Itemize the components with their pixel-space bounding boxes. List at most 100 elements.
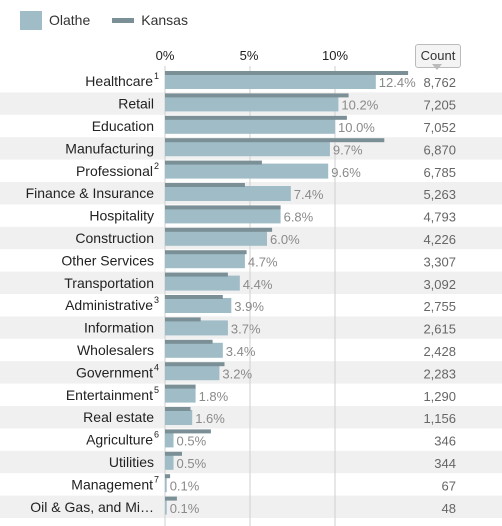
value-label: 3.2%	[222, 366, 252, 381]
olathe-swatch	[20, 10, 42, 30]
row-stripe	[0, 450, 502, 474]
count-value: 48	[442, 501, 456, 516]
value-label: 6.8%	[284, 210, 314, 225]
value-label: 0.5%	[177, 456, 207, 471]
x-tick-label: 5%	[239, 48, 259, 63]
count-value: 3,307	[423, 254, 456, 269]
value-label: 0.1%	[170, 478, 200, 493]
category-label: Agriculture	[86, 432, 153, 448]
count-value: 7,205	[423, 98, 456, 113]
kansas-bar	[165, 362, 225, 367]
value-label: 4.7%	[248, 254, 278, 269]
kansas-bar	[165, 339, 213, 344]
kansas-bar	[165, 474, 171, 479]
olathe-bar	[165, 141, 330, 157]
row-stripe	[0, 495, 502, 518]
count-value: 346	[434, 434, 456, 449]
count-value: 344	[434, 456, 456, 471]
value-label: 1.6%	[195, 411, 225, 426]
row-stripe	[0, 316, 502, 339]
value-label: 12.4%	[379, 75, 416, 90]
category-label: Management	[71, 476, 153, 492]
olathe-bar	[165, 454, 174, 470]
kansas-bar	[165, 71, 409, 75]
category-label: Information	[84, 320, 154, 336]
value-label: 3.9%	[234, 299, 264, 314]
category-label: Construction	[75, 230, 154, 246]
olathe-bar	[165, 342, 223, 358]
kansas-bar	[165, 93, 349, 98]
row-stripe	[0, 271, 502, 294]
kansas-bar	[165, 183, 245, 187]
kansas-swatch	[112, 17, 135, 23]
count-value: 67	[442, 478, 456, 493]
kansas-bar	[165, 115, 347, 120]
kansas-bar	[165, 429, 211, 434]
olathe-bar	[165, 477, 167, 493]
count-value: 2,428	[423, 344, 456, 359]
category-label: Other Services	[61, 252, 154, 268]
category-label: Retail	[118, 96, 154, 112]
kansas-bar	[165, 272, 228, 277]
olathe-bar	[165, 118, 335, 134]
value-label: 4.4%	[243, 277, 273, 292]
count-value: 1,290	[423, 389, 456, 404]
kansas-bar	[165, 384, 196, 389]
category-label: Real estate	[83, 409, 154, 425]
footnote-marker: 4	[154, 362, 159, 372]
count-value: 6,870	[423, 142, 456, 157]
category-label: Education	[92, 118, 154, 134]
kansas-bar	[165, 250, 247, 255]
kansas-bar	[165, 317, 201, 322]
count-value: 5,263	[423, 187, 456, 202]
count-value: 1,156	[423, 411, 456, 426]
olathe-bar	[165, 230, 267, 246]
legend-item-kansas[interactable]: Kansas	[112, 12, 188, 28]
category-label: Healthcare	[85, 73, 153, 89]
kansas-bar	[165, 205, 281, 210]
footnote-marker: 5	[154, 385, 159, 395]
count-column-header[interactable]: Count	[415, 44, 461, 68]
olathe-bar	[165, 298, 232, 313]
legend-label-olathe: Olathe	[49, 12, 91, 28]
category-label: Entertainment	[66, 387, 153, 403]
olathe-bar	[165, 253, 245, 269]
value-label: 10.0%	[338, 120, 375, 135]
value-label: 9.6%	[331, 165, 361, 180]
value-label: 9.7%	[333, 142, 363, 157]
value-label: 3.4%	[226, 344, 256, 359]
value-label: 6.0%	[270, 232, 300, 247]
count-value: 6,785	[423, 165, 456, 180]
category-label: Professional	[76, 163, 153, 179]
category-label: Utilities	[109, 454, 154, 470]
category-label: Transportation	[64, 275, 154, 291]
legend-item-olathe[interactable]: Olathe	[20, 10, 91, 30]
category-label: Hospitality	[89, 208, 154, 224]
value-label: 10.2%	[341, 98, 378, 113]
category-label: Administrative	[65, 297, 153, 313]
count-value: 2,615	[423, 322, 456, 337]
legend-label-kansas: Kansas	[141, 12, 188, 28]
olathe-bar	[165, 499, 167, 515]
footnote-marker: 6	[154, 430, 159, 440]
olathe-bar	[165, 163, 329, 179]
olathe-bar	[165, 208, 281, 224]
row-stripe	[0, 406, 502, 429]
category-label: Government	[76, 364, 153, 380]
count-value: 2,283	[423, 366, 456, 381]
category-label: Finance & Insurance	[26, 185, 155, 201]
olathe-bar	[165, 320, 228, 336]
kansas-bar	[165, 295, 223, 299]
value-label: 1.8%	[199, 389, 229, 404]
count-value: 2,755	[423, 299, 456, 314]
category-label: Manufacturing	[65, 140, 154, 156]
kansas-bar	[165, 160, 262, 165]
count-value: 8,762	[423, 75, 456, 90]
sort-arrow-icon	[432, 64, 442, 70]
value-label: 0.1%	[170, 501, 200, 516]
value-label: 7.4%	[294, 187, 324, 202]
count-value: 7,052	[423, 120, 456, 135]
count-value: 4,226	[423, 232, 456, 247]
footnote-marker: 1	[154, 71, 159, 81]
